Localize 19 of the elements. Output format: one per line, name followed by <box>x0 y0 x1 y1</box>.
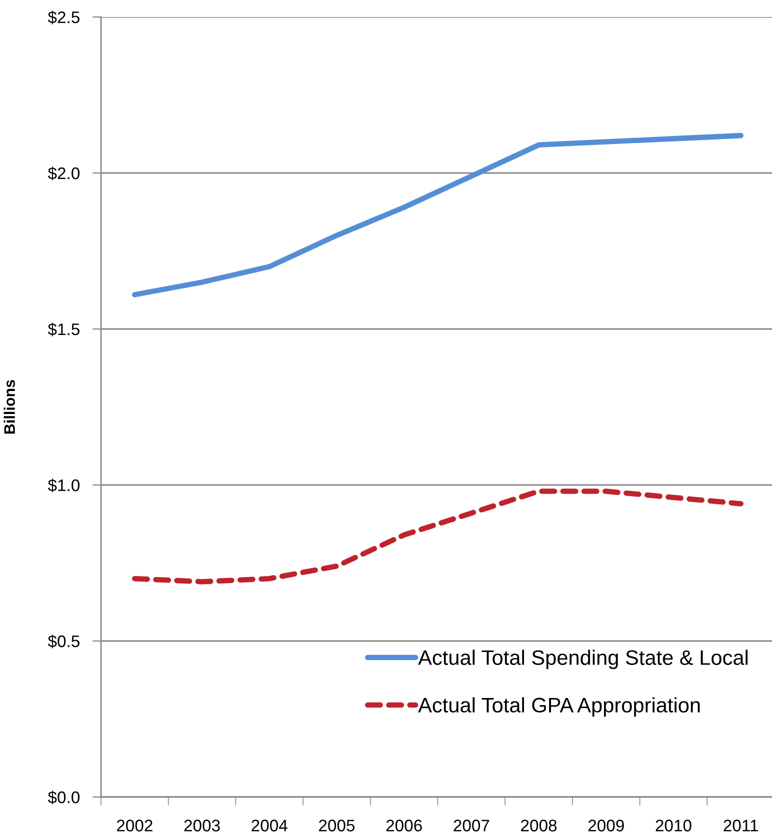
y-tick-label: $1.5 <box>48 322 80 336</box>
x-tick-label: 2009 <box>588 820 624 832</box>
legend-label: Actual Total GPA Appropriation <box>418 697 700 717</box>
x-tick-label: 2010 <box>656 820 692 832</box>
x-tick-label: 2005 <box>319 820 355 832</box>
y-tick-label: $1.0 <box>48 478 80 492</box>
y-axis-title: Billions <box>4 380 15 434</box>
legend-label: Actual Total Spending State & Local <box>418 650 748 670</box>
y-tick-label: $0.5 <box>48 634 80 648</box>
x-tick-label: 2011 <box>724 820 758 832</box>
x-tick-label: 2008 <box>521 820 557 832</box>
x-tick-label: 2004 <box>252 820 288 832</box>
y-tick-label: $0.0 <box>48 790 80 804</box>
x-tick-label: 2006 <box>386 820 422 832</box>
x-tick-label: 2002 <box>116 820 152 832</box>
x-tick-label: 2003 <box>184 820 220 832</box>
x-tick-label: 2007 <box>454 820 490 832</box>
y-tick-label: $2.5 <box>48 10 80 24</box>
y-tick-label: $2.0 <box>48 166 80 180</box>
